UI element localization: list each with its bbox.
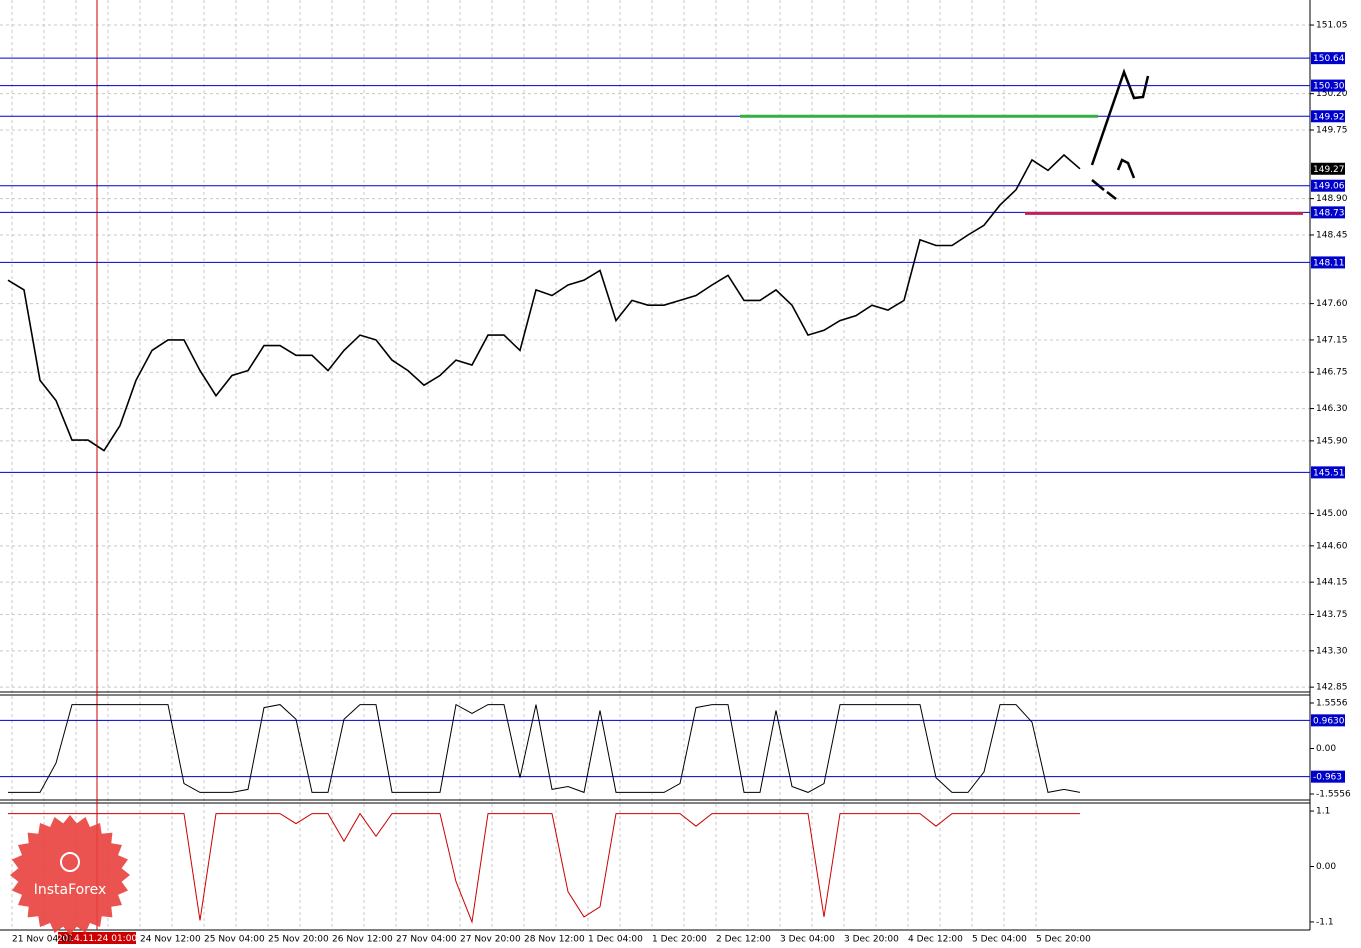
level-label: 145.51 — [1313, 468, 1345, 478]
level-label: 150.30 — [1313, 82, 1345, 92]
x-tick-label: 27 Nov 04:00 — [396, 935, 457, 945]
y-tick-label: 1.5556 — [1316, 699, 1348, 709]
y-tick-label: 147.60 — [1316, 299, 1348, 309]
x-tick-label: 5 Dec 04:00 — [972, 935, 1027, 945]
y-tick-label: 144.60 — [1316, 541, 1348, 551]
level-label: 149.06 — [1313, 182, 1345, 192]
forecast-arrow — [1090, 68, 1150, 166]
x-tick-label: 1 Dec 04:00 — [588, 935, 643, 945]
x-tick-label: 5 Dec 20:00 — [1036, 935, 1091, 945]
level-label-box — [1311, 206, 1345, 219]
x-tick-label: 25 Nov 20:00 — [268, 935, 329, 945]
level-label: 150.64 — [1313, 54, 1345, 64]
crosshair-label-box — [58, 932, 136, 944]
y-tick-label: 144.15 — [1316, 578, 1348, 588]
y-tick-label: 1.1 — [1316, 807, 1330, 817]
y-tick-label: 148.45 — [1316, 230, 1348, 240]
x-tick-label: 3 Dec 04:00 — [780, 935, 835, 945]
y-tick-label: 150.20 — [1316, 89, 1348, 99]
x-tick-label: 1 Dec 20:00 — [652, 935, 707, 945]
x-tick-label: 27 Nov 20:00 — [460, 935, 521, 945]
level-label-box — [1311, 714, 1345, 727]
y-tick-label: 147.15 — [1316, 335, 1348, 345]
forecast-arrow — [1116, 158, 1136, 179]
x-tick-label: 24 Nov 12:00 — [140, 935, 201, 945]
last-price-label: 149.27 — [1313, 165, 1345, 175]
logo-icon — [60, 852, 80, 872]
forecast-arrow — [1106, 191, 1117, 200]
y-tick-label: 142.85 — [1316, 683, 1348, 693]
y-tick-label: 0.00 — [1316, 744, 1336, 754]
y-tick-label: -1.1 — [1316, 917, 1334, 927]
logo-badge — [10, 815, 130, 935]
y-tick-label: 145.00 — [1316, 509, 1348, 519]
level-label-box — [1311, 79, 1345, 92]
level-label: 148.11 — [1313, 258, 1345, 268]
crosshair-label: 2014.11.24 01:00 — [57, 934, 138, 944]
level-label-box — [1311, 179, 1345, 192]
y-tick-label: 0.00 — [1316, 862, 1336, 872]
level-label: 148.73 — [1313, 208, 1345, 218]
level-label-box — [1311, 110, 1345, 123]
level-label: 0.9630 — [1313, 716, 1345, 726]
y-tick-label: 146.75 — [1316, 368, 1348, 378]
y-tick-label: 145.90 — [1316, 436, 1348, 446]
series-line — [7, 153, 1081, 452]
x-tick-label: 25 Nov 04:00 — [204, 935, 265, 945]
x-tick-label: 3 Dec 20:00 — [844, 935, 899, 945]
y-tick-label: 148.90 — [1316, 194, 1348, 204]
y-tick-label: 143.30 — [1316, 646, 1348, 656]
series-line — [8, 703, 1081, 794]
series-line — [8, 812, 1080, 924]
y-tick-label: 149.75 — [1316, 126, 1348, 136]
grid — [0, 0, 1310, 930]
y-tick-label: 143.75 — [1316, 610, 1348, 620]
forecast-arrow — [1091, 179, 1105, 191]
level-label-box — [1311, 256, 1345, 269]
x-tick-label: 4 Dec 12:00 — [908, 935, 963, 945]
x-tick-label: 26 Nov 12:00 — [332, 935, 393, 945]
level-label-box — [1311, 52, 1345, 65]
level-label: -0.963 — [1313, 773, 1342, 783]
x-tick-label: 28 Nov 12:00 — [524, 935, 585, 945]
logo-text: InstaForex — [34, 882, 107, 898]
logo: InstaForex — [10, 815, 130, 935]
y-tick-label: 146.30 — [1316, 404, 1348, 414]
level-label-box — [1311, 466, 1345, 479]
y-tick-label: -1.5556 — [1316, 789, 1351, 799]
level-label-box — [1311, 770, 1345, 783]
level-label: 149.92 — [1313, 112, 1345, 122]
x-tick-label: 2 Dec 12:00 — [716, 935, 771, 945]
x-tick-label: 21 Nov 04:00 — [12, 935, 73, 945]
y-tick-label: 151.05 — [1316, 21, 1348, 31]
last-price-box — [1311, 162, 1345, 175]
